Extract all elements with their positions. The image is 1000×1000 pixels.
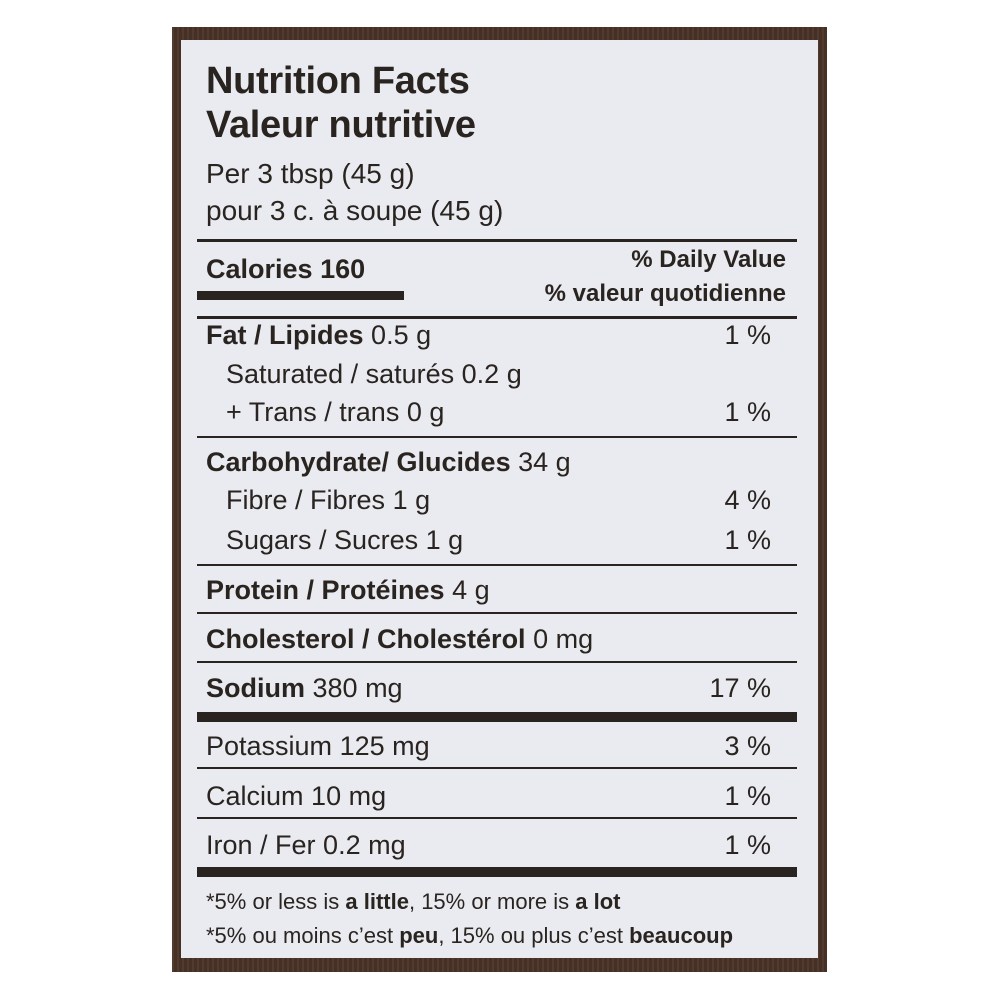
dv-sodium: 17 %: [709, 673, 771, 703]
divider: [197, 316, 797, 319]
serving-size-fr: pour 3 c. à soupe (45 g): [206, 195, 504, 226]
nutrient-amount: 0.2 g: [461, 359, 522, 389]
thick-divider: [197, 712, 797, 722]
nutrient-label: Carbohydrate/ Glucides: [206, 447, 511, 477]
footnote-bold: a little: [345, 889, 409, 914]
nutrient-amount: 0 g: [406, 397, 445, 427]
dv-header-en: % Daily Value: [631, 246, 786, 273]
nutrient-amount: 0.2 mg: [323, 830, 406, 860]
footnote-bold: a lot: [575, 889, 621, 914]
nutrient-label: Sodium: [206, 673, 305, 703]
calories-value: 160: [320, 254, 366, 284]
dv-fibre: 4 %: [724, 485, 771, 515]
nutrient-label: Saturated / saturés: [226, 359, 455, 389]
dv-iron: 1 %: [724, 830, 771, 860]
divider: [197, 661, 797, 663]
footnote-text: *5% ou moins c’est: [206, 923, 400, 948]
footnote-bold: beaucoup: [629, 923, 734, 948]
nutrition-label-panel: [181, 40, 818, 958]
nutrient-amount: 380 mg: [312, 673, 403, 703]
thick-divider: [197, 867, 797, 877]
nutrient-amount: 125 mg: [339, 731, 430, 761]
nutrient-label: Cholesterol / Cholestérol: [206, 624, 526, 654]
footnote-text: *5% or less is: [206, 889, 346, 914]
nutrient-row-cholesterol: Cholesterol / Cholestérol 0 mg: [206, 626, 593, 653]
nutrient-row-protein: Protein / Protéines 4 g: [206, 577, 490, 604]
footnote-text: , 15% or more is: [408, 889, 576, 914]
nutrient-row-sodium: Sodium 380 mg: [206, 675, 403, 702]
nutrient-amount: 1 g: [425, 525, 464, 555]
nutrient-row-saturated: Saturated / saturés 0.2 g: [226, 361, 522, 388]
dv-sugars: 1 %: [724, 525, 771, 555]
dv-header-fr: % valeur quotidienne: [544, 280, 786, 307]
nutrient-row-fibre: Fibre / Fibres 1 g: [226, 487, 430, 514]
nutrient-row-calcium: Calcium 10 mg: [206, 783, 386, 810]
footnote-fr: *5% ou moins c’est peu, 15% ou plus c’es…: [206, 925, 733, 947]
title-fr: Valeur nutritive: [206, 104, 476, 146]
nutrient-amount: 1 g: [392, 485, 431, 515]
nutrient-row-trans: + Trans / trans 0 g: [226, 399, 444, 426]
nutrient-row-sugars: Sugars / Sucres 1 g: [226, 527, 463, 554]
footnote-text: , 15% ou plus c’est: [438, 923, 630, 948]
nutrient-label: Fibre / Fibres: [226, 485, 386, 515]
footnote-en: *5% or less is a little, 15% or more is …: [206, 891, 620, 913]
footnote-bold: peu: [399, 923, 439, 948]
nutrient-row-fat: Fat / Lipides 0.5 g: [206, 322, 431, 349]
divider: [197, 612, 797, 614]
nutrient-row-carbohydrate: Carbohydrate/ Glucides 34 g: [206, 449, 571, 476]
divider: [197, 436, 797, 438]
nutrient-label: Fat / Lipides: [206, 320, 364, 350]
nutrient-label: Iron / Fer: [206, 830, 316, 860]
dv-potassium: 3 %: [724, 731, 771, 761]
title-en: Nutrition Facts: [206, 60, 470, 102]
calories-row: Calories 160: [206, 256, 365, 283]
nutrient-amount: 0.5 g: [371, 320, 432, 350]
divider: [197, 767, 797, 769]
nutrient-amount: 0 mg: [533, 624, 594, 654]
dv-fat: 1 %: [724, 320, 771, 350]
nutrient-label: Sugars / Sucres: [226, 525, 419, 555]
nutrient-label: Protein / Protéines: [206, 575, 445, 605]
serving-size-en: Per 3 tbsp (45 g): [206, 158, 415, 189]
nutrient-amount: 4 g: [452, 575, 490, 605]
nutrient-amount: 34 g: [518, 447, 571, 477]
nutrient-amount: 10 mg: [311, 781, 387, 811]
divider: [197, 817, 797, 819]
calories-bar: [197, 291, 404, 300]
nutrient-label: Calcium: [206, 781, 304, 811]
divider: [197, 239, 797, 242]
divider: [197, 564, 797, 566]
nutrient-row-iron: Iron / Fer 0.2 mg: [206, 832, 406, 859]
nutrient-label: + Trans / trans: [226, 397, 400, 427]
dv-calcium: 1 %: [724, 781, 771, 811]
nutrient-label: Potassium: [206, 731, 333, 761]
nutrient-row-potassium: Potassium 125 mg: [206, 733, 430, 760]
calories-label: Calories: [206, 254, 313, 284]
dv-trans: 1 %: [724, 397, 771, 427]
